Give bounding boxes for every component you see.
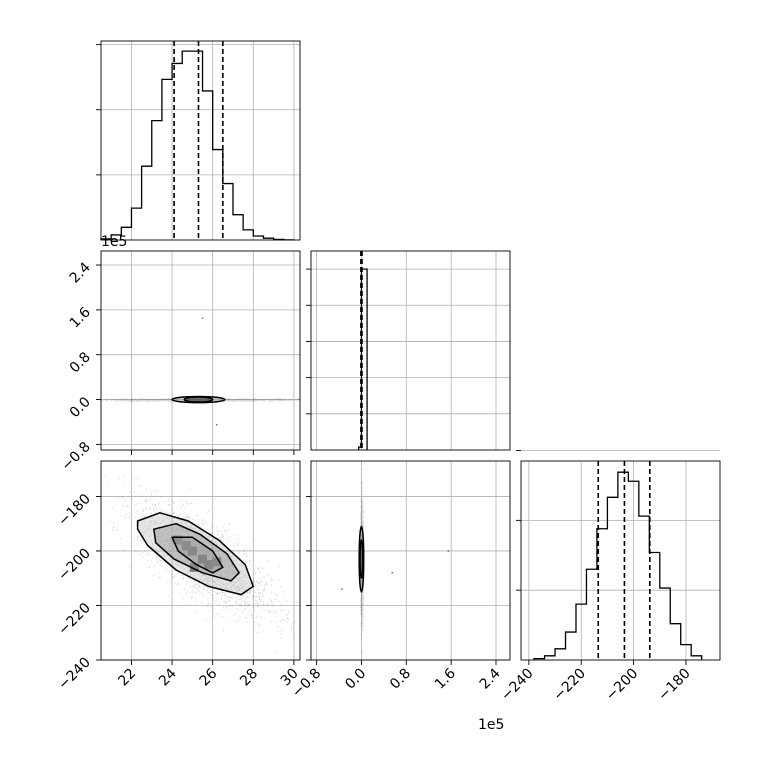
- scatter-2-1-outlier-1: [215, 423, 218, 426]
- hist-3-xtick-label-3: −180: [655, 666, 694, 705]
- scatter-2-1-ytick-label-4: −0.8: [58, 439, 93, 474]
- scatter-3-1-contour-2: [171, 536, 224, 574]
- scatter-3-1-frame: [100, 460, 301, 661]
- hist-3-xtick-label-0: −240: [498, 666, 537, 705]
- panels-layer: 2.4 1.6 0.8 0.0 −0.8 −180 −200 −220 −240 22 24 26 28…: [55, 40, 721, 705]
- scatter-2-1-ytick-label-3: 0.0: [67, 394, 94, 421]
- scatter-3-1-ytick-label-3: −240: [55, 655, 94, 694]
- scatter-2-1-panel: 2.4 1.6 0.8 0.0 −0.8: [58, 250, 301, 474]
- scatter-3-1-xtick-label-3: 28: [237, 666, 261, 690]
- hist-3-xtick-label-2: −200: [603, 666, 642, 705]
- scatter-3-2-panel: −0.8 0.0 0.8 1.6 2.4: [289, 460, 511, 701]
- scatter-3-1-density-bin-5: [173, 535, 183, 545]
- scatter-3-2-outlier-1: [447, 550, 450, 552]
- y-offset-label: 1e5: [101, 234, 127, 250]
- scatter-3-2-xtick-label-4: 2.4: [477, 665, 504, 692]
- hist-2-frame: [310, 250, 511, 451]
- scatter-3-1-xtick-label-1: 24: [156, 665, 180, 689]
- scatter-3-1-xtick-label-0: 22: [115, 666, 139, 690]
- hist-3-step-line: [533, 471, 703, 660]
- scatter-3-1-contour-0: [136, 512, 255, 596]
- x-offset-label: 1e5: [478, 717, 504, 733]
- scatter-3-2-xtick-label-3: 1.6: [432, 665, 459, 692]
- scatter-3-2-contour-1: [359, 539, 364, 579]
- scatter-2-1-contour-1: [183, 396, 214, 403]
- scatter-3-1-sample-points: [104, 475, 300, 657]
- hist-1-step-line: [100, 50, 295, 241]
- hist-3-panel: −240 −220 −200 −180: [498, 450, 721, 705]
- scatter-3-1-density-bin-4: [212, 557, 222, 567]
- scatter-3-1-ytick-label-1: −200: [55, 545, 94, 584]
- hist-2-panel: [306, 250, 511, 451]
- hist-3-frame: [520, 460, 721, 661]
- scatter-2-1-ytick-label-2: 0.8: [67, 349, 94, 376]
- scatter-3-1-density-bin-0: [187, 546, 197, 556]
- scatter-3-1-density-bin-6: [189, 562, 199, 572]
- scatter-3-1-ytick-label-0: −180: [55, 491, 94, 530]
- scatter-2-1-samples: [101, 317, 300, 426]
- scatter-3-2-outlier-2: [340, 588, 343, 591]
- scatter-3-1-density-bin-1: [198, 554, 208, 564]
- scatter-3-2-xtick-label-1: 0.0: [342, 666, 369, 693]
- scatter-2-1-ytick-label-1: 1.6: [67, 304, 94, 331]
- hist-3-xtick-label-1: −220: [551, 666, 590, 705]
- scatter-3-2-outlier-0: [391, 571, 394, 574]
- scatter-2-1-outlier-0: [201, 317, 204, 320]
- hist-1-frame: [100, 40, 301, 241]
- scatter-3-2-xtick-label-2: 0.8: [387, 666, 414, 693]
- scatter-3-2-samples: [340, 469, 450, 653]
- scatter-2-1-frame: [100, 250, 301, 451]
- scatter-3-1-samples: [104, 475, 300, 657]
- scatter-3-1-xtick-label-2: 26: [197, 665, 221, 689]
- hist-2-step-line: [357, 268, 368, 450]
- scatter-3-1-panel: −180−200−220−240 22 24 26 28 30: [55, 460, 302, 694]
- scatter-3-1-density-bin-2: [204, 560, 214, 570]
- scatter-3-1-ytick-label-2: −220: [55, 600, 94, 639]
- scatter-2-1-ytick-label-0: 2.4: [67, 259, 94, 286]
- scatter-3-1-density-bin-3: [181, 541, 191, 551]
- scatter-3-2-frame: [310, 460, 511, 661]
- hist-1-panel: [96, 40, 301, 241]
